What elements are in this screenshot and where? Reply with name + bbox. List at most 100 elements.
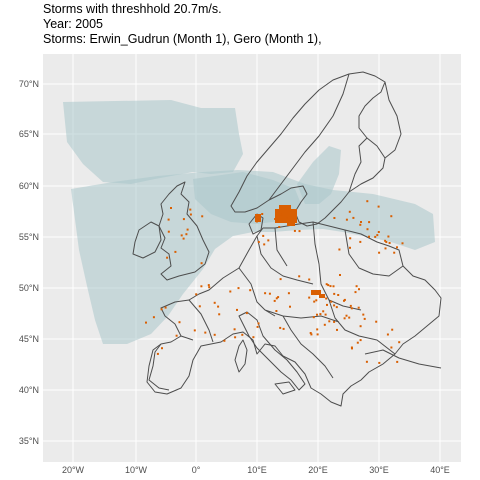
exceedance-cell: [252, 336, 255, 339]
map-panel: [43, 54, 461, 462]
exceedance-cell: [386, 333, 389, 336]
title-year: Year: 2005: [43, 17, 104, 31]
exceedance-cell: [255, 214, 261, 222]
title-storms: Storms: Erwin_Gudrun (Month 1), Gero (Mo…: [43, 32, 322, 46]
exceedance-cell: [273, 299, 276, 302]
exceedance-cell: [330, 300, 333, 303]
exceedance-cell: [358, 288, 360, 291]
exceedance-cell: [337, 294, 340, 296]
exceedance-cell: [310, 333, 313, 336]
exceedance-layer: [145, 200, 404, 364]
exceedance-cell: [201, 215, 204, 218]
exceedance-cell: [218, 313, 221, 316]
exceedance-cell: [186, 228, 189, 231]
border-sweden-norway: [268, 73, 350, 201]
exceedance-cell: [287, 292, 290, 295]
exceedance-cell: [198, 305, 201, 308]
exceedance-cell: [161, 347, 163, 350]
exceedance-cell: [355, 285, 358, 288]
exceedance-cell: [325, 297, 328, 300]
exceedance-cell: [350, 346, 353, 349]
exceedance-cell: [189, 213, 192, 216]
exceedance-cell: [388, 242, 391, 244]
y-tick-35n: 35°N: [18, 436, 39, 446]
map-title: Storms with threshhold 20.7m/s. Year: 20…: [43, 2, 473, 47]
x-tick-30e: 30°E: [369, 465, 389, 475]
exceedance-cell: [343, 317, 346, 320]
exceedance-cell: [313, 300, 316, 303]
exceedance-cell: [357, 306, 360, 309]
exceedance-cell: [236, 308, 238, 311]
x-tick-0: 0°: [191, 465, 201, 475]
exceedance-cell: [182, 237, 185, 240]
footprint-gero: [63, 100, 243, 184]
exceedance-cell: [193, 329, 196, 332]
x-tick-20e: 20°E: [308, 465, 328, 475]
exceedance-cell: [289, 305, 291, 308]
exceedance-cell: [257, 241, 260, 243]
exceedance-cell: [278, 226, 281, 228]
country-borders: [132, 71, 442, 407]
exceedance-cell: [275, 310, 278, 312]
exceedance-cell: [339, 274, 341, 276]
exceedance-cell: [359, 325, 362, 328]
border-internal-lines: [188, 221, 404, 379]
exceedance-cell: [384, 239, 387, 242]
exceedance-cell: [268, 292, 271, 295]
exceedance-cell: [164, 306, 167, 309]
exceedance-cell: [319, 313, 322, 316]
exceedance-cell: [396, 360, 399, 363]
exceedance-cell: [352, 216, 355, 219]
exceedance-cell: [279, 205, 291, 209]
exceedance-cell: [323, 323, 326, 326]
title-threshold: Storms with threshhold 20.7m/s.: [43, 2, 222, 16]
border-ireland: [132, 221, 162, 259]
exceedance-cell: [274, 218, 277, 220]
exceedance-cell: [368, 235, 370, 238]
exceedance-cell: [298, 230, 301, 233]
y-tick-65n: 65°N: [18, 129, 39, 139]
exceedance-cell: [359, 240, 362, 243]
exceedance-cell: [384, 247, 387, 250]
exceedance-cell: [289, 220, 292, 223]
exceedance-cell: [166, 256, 169, 259]
exceedance-cell: [366, 228, 369, 231]
exceedance-cell: [223, 339, 226, 342]
exceedance-cell: [390, 215, 393, 218]
exceedance-cell: [298, 275, 301, 278]
exceedance-cell: [385, 241, 388, 243]
exceedance-cell: [359, 339, 362, 342]
exceedance-cell: [167, 218, 170, 221]
border-sardinia-corsica: [234, 339, 248, 373]
exceedance-cell: [308, 278, 311, 281]
footprint-scandinavia: [297, 146, 341, 204]
border-finland: [348, 81, 402, 193]
exceedance-cell: [275, 209, 297, 223]
exceedance-cell: [354, 291, 357, 294]
exceedance-cell: [396, 246, 398, 249]
exceedance-cell: [378, 251, 381, 254]
exceedance-cell: [234, 336, 237, 339]
footprint-erwin-gudrun: [71, 170, 435, 344]
exceedance-cell: [333, 217, 336, 219]
x-tick-40e: 40°E: [430, 465, 450, 475]
exceedance-cell: [316, 333, 319, 336]
exceedance-cell: [241, 333, 244, 336]
exceedance-cell: [285, 217, 288, 220]
exceedance-cell: [359, 223, 362, 226]
exceedance-cell: [333, 292, 336, 295]
y-tick-60n: 60°N: [18, 181, 39, 191]
exceedance-cell: [152, 316, 155, 319]
exceedance-cell: [398, 341, 401, 344]
exceedance-cell: [349, 237, 352, 240]
exceedance-cell: [328, 320, 331, 323]
exceedance-cell: [245, 312, 248, 315]
exceedance-cell: [348, 210, 351, 213]
footprint-north-sea-core: [193, 172, 301, 224]
exceedance-cell: [362, 313, 365, 316]
exceedance-cell: [145, 321, 147, 324]
y-tick-55n: 55°N: [18, 232, 39, 242]
exceedance-cell: [204, 331, 207, 334]
storm-footprints: [63, 100, 435, 344]
exceedance-cell: [182, 218, 185, 221]
